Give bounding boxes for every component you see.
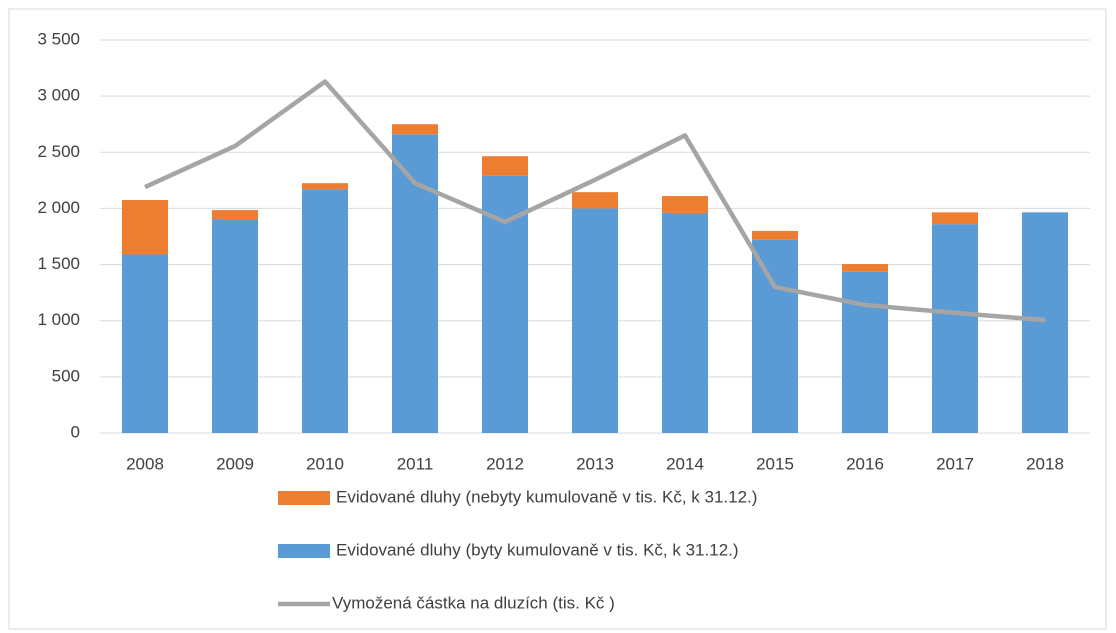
bar <box>212 210 258 220</box>
bar <box>482 156 528 176</box>
bar <box>932 224 978 433</box>
x-tick-label: 2014 <box>666 454 704 473</box>
legend-label: Evidované dluhy (byty kumulovaně v tis. … <box>336 540 739 559</box>
bar <box>752 239 798 433</box>
x-tick-label: 2010 <box>306 454 344 473</box>
bar <box>1022 212 1068 433</box>
bar <box>932 212 978 225</box>
y-tick-label: 500 <box>52 366 80 385</box>
bar <box>572 192 618 209</box>
bar <box>482 175 528 433</box>
x-tick-label: 2013 <box>576 454 614 473</box>
legend-swatch <box>278 491 330 505</box>
bar <box>572 208 618 433</box>
legend-swatch <box>278 544 330 558</box>
x-tick-label: 2017 <box>936 454 974 473</box>
y-tick-label: 2 000 <box>37 198 80 217</box>
x-tick-label: 2008 <box>126 454 164 473</box>
x-tick-label: 2012 <box>486 454 524 473</box>
y-tick-label: 1 000 <box>37 310 80 329</box>
bar <box>302 183 348 190</box>
x-tick-label: 2011 <box>397 454 434 473</box>
y-tick-label: 1 500 <box>37 254 80 273</box>
bar <box>662 212 708 433</box>
legend-label: Evidované dluhy (nebyty kumulovaně v tis… <box>336 487 757 506</box>
chart-frame <box>8 8 1107 630</box>
bar <box>122 200 168 255</box>
legend-label: Vymožená částka na dluzích (tis. Kč ) <box>332 593 615 612</box>
bar <box>752 230 798 240</box>
bar <box>842 264 888 272</box>
x-tick-label: 2009 <box>216 454 254 473</box>
bar <box>392 134 438 433</box>
bar <box>392 124 438 135</box>
bar <box>662 196 708 213</box>
y-tick-label: 3 000 <box>37 86 80 105</box>
bar <box>122 254 168 433</box>
line-series <box>144 79 1046 323</box>
y-tick-label: 0 <box>71 422 80 441</box>
x-tick-label: 2018 <box>1026 454 1064 473</box>
bar <box>212 219 258 433</box>
y-tick-label: 3 500 <box>37 29 80 48</box>
y-tick-label: 2 500 <box>37 142 80 161</box>
bar <box>302 189 348 433</box>
bar <box>842 271 888 433</box>
x-tick-label: 2016 <box>846 454 884 473</box>
x-tick-label: 2015 <box>756 454 794 473</box>
